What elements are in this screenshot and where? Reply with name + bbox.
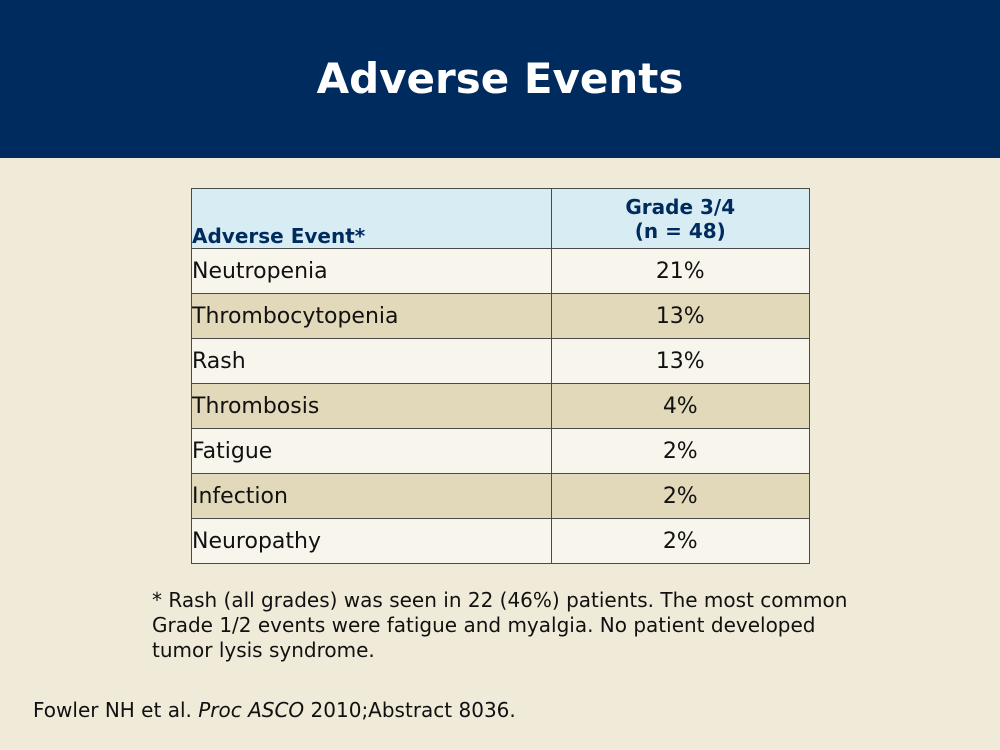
table-row: Thrombocytopenia 13%: [191, 293, 811, 339]
table-row: Neutropenia 21%: [191, 248, 811, 294]
grade-cell: 21%: [550, 248, 811, 294]
title-banner: Adverse Events: [0, 0, 1000, 158]
slide-title: Adverse Events: [316, 54, 684, 103]
citation-authors: Fowler NH et al.: [33, 698, 199, 722]
event-cell: Fatigue: [191, 428, 552, 474]
grade-header-line-2: (n = 48): [634, 218, 726, 243]
table-row: Neuropathy 2%: [191, 518, 811, 564]
column-header-adverse-event: Adverse Event*: [191, 188, 552, 249]
table-header-row: Adverse Event* Grade 3/4 (n = 48): [191, 188, 811, 249]
grade-cell: 2%: [550, 428, 811, 474]
event-cell: Thrombosis: [191, 383, 552, 429]
footnote: * Rash (all grades) was seen in 22 (46%)…: [152, 588, 848, 662]
grade-cell: 2%: [550, 518, 811, 564]
event-cell: Rash: [191, 338, 552, 384]
event-cell: Infection: [191, 473, 552, 519]
event-cell: Thrombocytopenia: [191, 293, 552, 339]
event-cell: Neuropathy: [191, 518, 552, 564]
citation: Fowler NH et al. Proc ASCO 2010;Abstract…: [33, 697, 516, 723]
citation-details: 2010;Abstract 8036.: [304, 698, 516, 722]
grade-header-line-1: Grade 3/4: [625, 194, 736, 219]
column-header-grade: Grade 3/4 (n = 48): [550, 188, 811, 249]
citation-journal: Proc ASCO: [198, 698, 305, 722]
grade-cell: 13%: [550, 293, 811, 339]
table-row: Fatigue 2%: [191, 428, 811, 474]
table-row: Infection 2%: [191, 473, 811, 519]
adverse-events-table: Adverse Event* Grade 3/4 (n = 48) Neutro…: [191, 188, 811, 564]
table-row: Rash 13%: [191, 338, 811, 384]
grade-cell: 2%: [550, 473, 811, 519]
grade-cell: 4%: [550, 383, 811, 429]
grade-cell: 13%: [550, 338, 811, 384]
event-cell: Neutropenia: [191, 248, 552, 294]
table-row: Thrombosis 4%: [191, 383, 811, 429]
